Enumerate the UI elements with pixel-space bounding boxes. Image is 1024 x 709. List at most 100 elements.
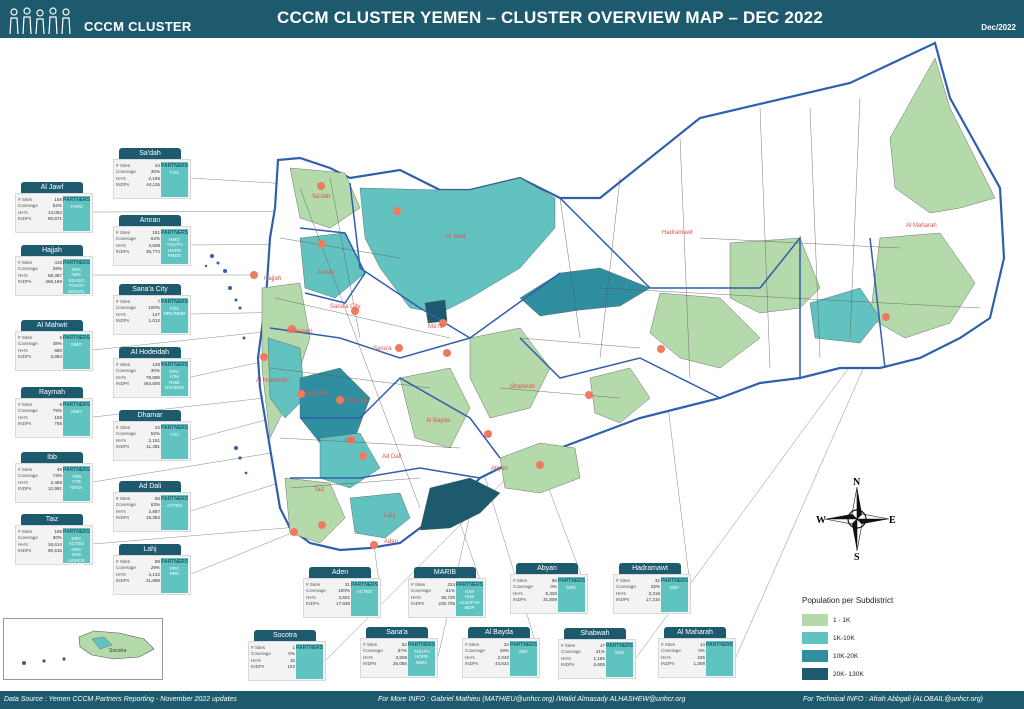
card-stats: # Sites 66 Coverage 0% HH's 5,326 INDPs 31,809 <box>513 578 557 604</box>
card-stat-key: Coverage <box>251 651 271 657</box>
legend-item: 20K- 130K <box>802 666 922 682</box>
city-marker <box>439 319 447 327</box>
card-partners: PARTNERS ACTED <box>351 581 378 616</box>
card-stat-value: 31,809 <box>542 597 557 603</box>
card-partners: PARTNERS NMO YOUTH HOPE FMDO <box>161 229 188 264</box>
card-stat-row: INDPs 765 <box>18 421 62 427</box>
legend-swatch <box>802 650 828 662</box>
card-body: # Sites 66 Coverage 0% HH's 5,326 INDPs 31,809 P… <box>510 574 588 614</box>
card-partner-name: DRC <box>71 266 82 272</box>
card-partner-name: IOM <box>465 588 474 594</box>
page-title: CCCM CLUSTER YEMEN – CLUSTER OVERVIEW MA… <box>276 8 823 27</box>
card-stat-row: Coverage 75% <box>18 408 62 414</box>
card-stat-key: HH's <box>116 437 126 443</box>
card-stat-value: 37% <box>397 648 407 654</box>
card-stats: # Sites 44 Coverage 35% HH's 2,185 INDPs 44,115 <box>116 163 160 189</box>
card-partner-name: YOUTH HOPE <box>166 242 183 253</box>
card-stat-row: Coverage 63% <box>116 502 160 508</box>
card-stat-row: INDPs 1,308 <box>661 661 705 667</box>
governorate-labels: Sa'dah Al Jawf Amran Hajjah Sana'a City Al Ma… <box>256 194 937 545</box>
compass-n: N <box>853 478 861 488</box>
card-stat-value: 4,132 <box>148 571 161 577</box>
card-stat-key: Coverage <box>513 584 533 590</box>
card-body: # Sites 31 Coverage 100% HH's 3,501 INDPs 17,84… <box>303 578 381 618</box>
card-partner-name: SHS <box>614 649 625 655</box>
card-stats: # Sites 8 Coverage 75% HH's 155 INDPs 765 <box>18 402 62 428</box>
card-stat-row: # Sites 31 <box>306 582 350 588</box>
card-title: Raymah <box>21 387 83 398</box>
card-stat-row: INDPs 11,481 <box>116 444 160 450</box>
card-stat-value: 7 <box>157 299 160 304</box>
card-stat-key: # Sites <box>411 582 426 587</box>
red-sea-islands <box>204 254 248 475</box>
card-stat-key: INDPs <box>116 318 130 324</box>
card-stat-value: 0% <box>550 584 557 590</box>
leader-line <box>190 531 295 575</box>
card-title: Al Hodeidah <box>119 347 181 358</box>
card-stat-row: HH's 35,729 <box>411 595 455 601</box>
card-stat-value: 34 <box>503 642 509 647</box>
region-saadah-green <box>289 167 361 229</box>
card-stat-key: INDPs <box>363 661 377 667</box>
card-stat-row: HH's 2,151 <box>116 438 160 444</box>
card-stat-row: # Sites 7 <box>116 299 160 305</box>
card-partners-label: PARTNERS <box>161 299 189 305</box>
card-stat-row: INDPs 366,160 <box>18 279 62 285</box>
card-stat-value: 63% <box>150 236 160 242</box>
map-label-ibb: Ibb <box>345 438 354 444</box>
card-stat-row: HH's 15 <box>251 658 295 664</box>
yemen-map[interactable]: Sa'dah Al Jawf Amran Hajjah Sana'a City Al Ma… <box>0 38 1024 691</box>
card-stat-row: # Sites 6 <box>18 335 62 341</box>
city-marker <box>318 521 326 529</box>
card-title: Ad Dali <box>119 481 181 492</box>
governorate-card-shabwah: Shabwah # Sites 17 Coverage 41% HH's 1,186 INDP… <box>558 628 636 688</box>
card-stat-value: 464,600 <box>143 381 160 387</box>
card-stat-row: INDPs 35,774 <box>116 249 160 255</box>
card-partner-name: SHS <box>464 594 475 599</box>
legend-swatch <box>802 632 828 644</box>
city-marker <box>318 240 326 248</box>
card-partners: PARTNERS DRC NRC BSADO TOUSY SOCIAL ORGANISAT… <box>63 259 98 299</box>
card-stat-key: HH's <box>616 590 626 596</box>
footer-info: For More INFO : Gabriel Mathieu (MATHIEU… <box>378 696 686 703</box>
card-stat-row: Coverage 18% <box>465 648 509 654</box>
legend-label: 20K- 130K <box>833 670 864 678</box>
card-stats: # Sites 224 Coverage 41% HH's 35,729 INDPs 230,… <box>411 582 455 608</box>
card-stat-value: 196 <box>54 529 62 534</box>
card-body: # Sites 59 Coverage 29% HH's 4,132 INDPs 21,969… <box>113 555 191 595</box>
governorate-card-hadramawt: Hadramawt # Sites 32 Coverage 25% HH's 3,316 IN… <box>613 563 691 623</box>
card-stat-key: INDPs <box>18 354 32 360</box>
card-stat-row: INDPs 1,012 <box>116 318 160 324</box>
card-stats: # Sites 1 Coverage 0% HH's 15 INDPs 102 <box>251 645 295 671</box>
card-body: # Sites 181 Coverage 63% HH's 4,638 INDPs 35,77… <box>113 226 191 266</box>
card-partner-name: YOUTH HOPE <box>413 648 430 660</box>
card-stat-value: 38% <box>52 341 62 347</box>
compass-e: E <box>889 515 896 526</box>
card-stat-row: Coverage 30% <box>116 368 160 374</box>
map-label-abyan: Abyan <box>491 466 508 472</box>
card-stat-key: # Sites <box>363 642 378 647</box>
region-abyan-coast-dark <box>419 477 501 531</box>
city-marker <box>290 528 298 536</box>
card-stat-value: 25% <box>650 584 660 590</box>
compass-rose-icon: N S E W <box>816 477 896 563</box>
card-partners: PARTNERS DRC IOM RISE OTHERS <box>161 361 188 396</box>
card-stat-value: 366,160 <box>45 279 62 285</box>
map-label-al-jawf: Al Jawf <box>446 234 466 240</box>
card-stat-row: HH's 4,132 <box>116 572 160 578</box>
card-stat-row: INDPs 26,056 <box>363 661 407 667</box>
card-partner-name: NFDA <box>70 484 83 490</box>
card-stats: # Sites 31 Coverage 100% HH's 3,501 INDPs 17,84… <box>306 582 350 608</box>
card-partners-label: PARTNERS <box>161 230 189 236</box>
card-stat-row: # Sites 44 <box>116 163 160 169</box>
card-body: # Sites 49 Coverage 73% HH's 2,466 INDPs 12,961… <box>15 463 93 503</box>
card-stat-row: INDPs 17,849 <box>306 601 350 607</box>
card-title: Sana'a <box>366 627 428 638</box>
card-stats: # Sites 34 Coverage 18% HH's 2,040 INDPs 44,624 <box>465 642 509 668</box>
card-stat-value: 1,186 <box>593 655 606 661</box>
legend-label: 10K-20K <box>833 652 859 660</box>
card-stat-key: INDPs <box>18 279 32 285</box>
card-stat-key: HH's <box>18 272 28 278</box>
card-stat-key: # Sites <box>18 529 33 534</box>
card-title: Amran <box>119 215 181 226</box>
